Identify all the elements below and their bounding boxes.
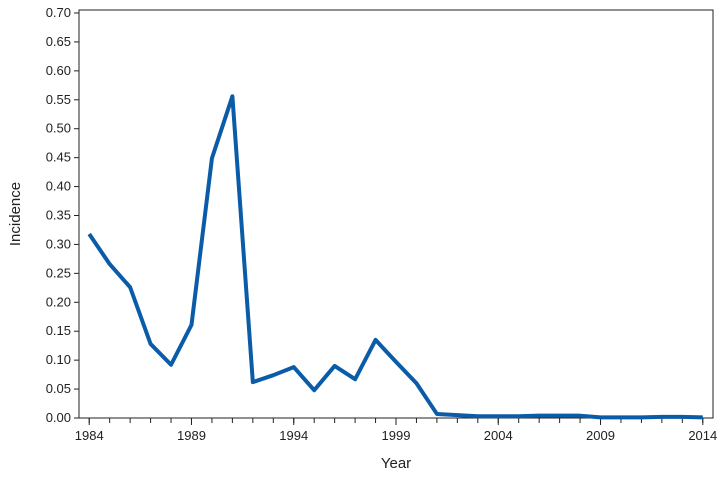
data-line — [87, 94, 703, 420]
y-tick-label: 0.30 — [46, 236, 71, 251]
x-tick-label: 1999 — [382, 428, 411, 443]
y-tick-label: 0.10 — [46, 352, 71, 367]
x-tick-label: 1989 — [177, 428, 206, 443]
y-tick-label: 0.15 — [46, 323, 71, 338]
y-tick-label: 0.05 — [46, 381, 71, 396]
y-tick-label: 0.40 — [46, 179, 71, 194]
y-tick-label: 0.35 — [46, 208, 71, 223]
x-tick-label: 2014 — [688, 428, 717, 443]
y-tick-label: 0.60 — [46, 63, 71, 78]
y-tick-label: 0.50 — [46, 121, 71, 136]
x-axis-label: Year — [381, 455, 411, 472]
y-tick-label: 0.65 — [46, 34, 71, 49]
y-tick-label: 0.55 — [46, 92, 71, 107]
y-axis-label: Incidence — [7, 182, 24, 246]
x-tick-label: 2009 — [586, 428, 615, 443]
y-tick-label: 0.00 — [46, 410, 71, 425]
y-tick-label: 0.45 — [46, 150, 71, 165]
x-tick-label: 2004 — [484, 428, 513, 443]
y-tick-label: 0.25 — [46, 265, 71, 280]
y-tick-label: 0.20 — [46, 294, 71, 309]
x-tick-label: 1984 — [75, 428, 104, 443]
y-tick-label: 0.70 — [46, 5, 71, 20]
x-tick-label: 1994 — [279, 428, 308, 443]
